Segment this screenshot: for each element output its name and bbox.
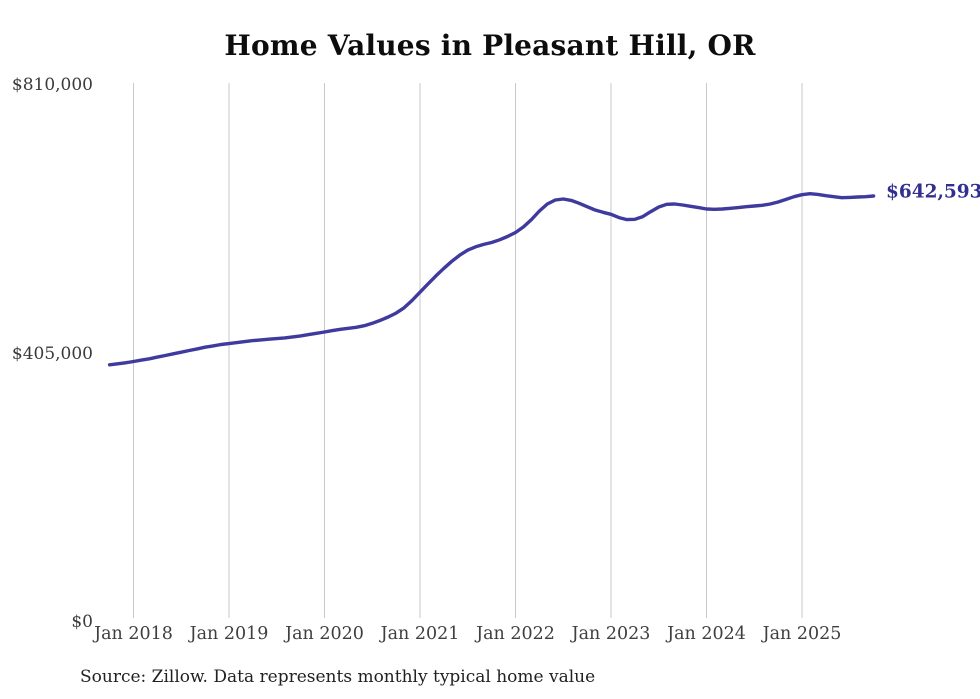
y-tick-label: $810,000 [11,75,93,95]
y-tick-label: $0 [71,612,93,632]
x-tick-label: Jan 2022 [476,624,555,644]
x-tick-label: Jan 2023 [571,624,651,644]
x-tick-label: Jan 2020 [285,624,364,644]
x-tick-label: Jan 2019 [189,624,269,644]
year-gridlines [133,83,803,618]
x-tick-label: Jan 2021 [380,624,460,644]
x-tick-label: Jan 2018 [94,624,173,644]
y-tick-label: $405,000 [11,343,93,364]
source-note: Source: Zillow. Data represents monthly … [80,667,596,687]
current-value-label: $642,593 [886,181,980,203]
x-tick-label: Jan 2025 [762,624,842,644]
home-value-line-series [107,192,876,367]
x-tick-label: Jan 2024 [667,624,746,644]
chart-title: Home Values in Pleasant Hill, OR [224,29,756,62]
